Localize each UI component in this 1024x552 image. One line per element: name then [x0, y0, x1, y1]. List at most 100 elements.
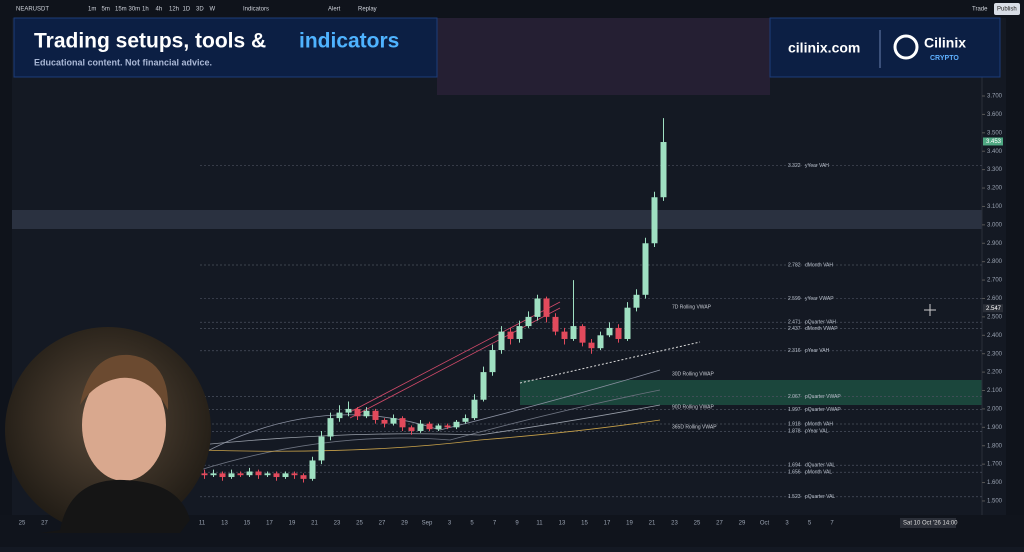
candle-body	[525, 316, 532, 327]
shirt	[40, 479, 190, 533]
symbol[interactable]: NEARUSDT	[16, 7, 49, 13]
price-label: 3.400	[987, 149, 1003, 155]
candle-body	[426, 423, 433, 430]
time-label: 19	[626, 521, 633, 527]
interval-button[interactable]: 5m	[102, 7, 110, 13]
candle-body	[651, 197, 658, 244]
candle-body	[399, 418, 406, 428]
time-label: 17	[604, 521, 611, 527]
candle-body	[489, 350, 496, 373]
candle-body	[615, 327, 622, 339]
level-name: pQuarter VWAP	[805, 394, 841, 400]
interval-button[interactable]: 3D	[196, 7, 204, 13]
replay-button[interactable]: Replay	[358, 7, 377, 13]
banner-right	[769, 17, 1001, 78]
candle-body	[318, 436, 325, 461]
time-label: 9	[515, 521, 519, 527]
indicators-button[interactable]: Indicators	[243, 7, 269, 13]
price-tag-label: 3.453	[986, 139, 1002, 145]
interval-button[interactable]: 30m	[129, 7, 141, 13]
banner-title: Trading setups, tools &	[34, 30, 266, 53]
level-price: 2.316	[788, 348, 801, 354]
price-tag	[983, 304, 1003, 313]
candle-body	[660, 142, 667, 198]
level-price: 2.471	[788, 320, 801, 326]
time-cursor-bg	[900, 518, 956, 528]
candle-body	[264, 473, 271, 476]
level-price: 1.523	[788, 494, 801, 500]
time-label: 27	[379, 521, 386, 527]
fan-line	[349, 307, 561, 419]
time-label: 13	[221, 521, 228, 527]
level-name: dMonth VWAP	[805, 326, 838, 332]
candle-body	[633, 294, 640, 308]
purple-band	[437, 18, 770, 95]
price-label: 2.500	[987, 314, 1003, 320]
trend-line	[519, 341, 701, 384]
level-name: pMonth VAL	[805, 470, 832, 476]
candle-body	[417, 423, 424, 432]
candle-body	[588, 342, 595, 349]
price-label: 3.500	[987, 130, 1003, 136]
time-label: 5	[470, 521, 474, 527]
price-label: 1.800	[987, 443, 1003, 449]
price-label: 2.000	[987, 407, 1003, 413]
time-label: 11	[199, 521, 206, 527]
interval-button[interactable]: 15m	[115, 7, 127, 13]
candle-body	[309, 460, 316, 479]
interval-button[interactable]: W	[210, 7, 216, 13]
time-label: 27	[41, 521, 48, 527]
time-label: 23	[671, 521, 678, 527]
candle-body	[237, 473, 244, 476]
candle-body	[201, 473, 208, 476]
alert-button[interactable]: Alert	[328, 7, 341, 13]
candle-body	[453, 421, 460, 428]
interval-button[interactable]: 4h	[156, 7, 163, 13]
candle-body	[282, 473, 289, 478]
time-label: Oct	[760, 521, 770, 527]
interval-button[interactable]: 1m	[88, 7, 96, 13]
candle-body	[579, 326, 586, 343]
price-label: 2.900	[987, 241, 1003, 247]
price-label: 3.000	[987, 222, 1003, 228]
time-label: 13	[559, 521, 566, 527]
price-label: 1.500	[987, 499, 1003, 505]
level-name: dQuarter VAL	[805, 463, 835, 469]
right-toolbar	[1006, 18, 1024, 532]
time-label: 3	[448, 521, 452, 527]
publish-button[interactable]: Publish	[997, 7, 1017, 13]
candle-body	[624, 307, 631, 339]
interval-button[interactable]: 1D	[183, 7, 191, 13]
price-tag	[983, 137, 1003, 146]
candle-body	[363, 410, 370, 417]
price-label: 3.200	[987, 186, 1003, 192]
candle-body	[543, 298, 550, 317]
level-price: 1.997	[788, 407, 801, 413]
price-label: 2.600	[987, 296, 1003, 302]
candle-body	[642, 243, 649, 295]
price-tag-label: 2.547	[986, 306, 1002, 312]
time-label: 15	[244, 521, 251, 527]
indicator-label: 365D Rolling VWAP	[672, 424, 717, 430]
hair	[80, 354, 169, 410]
time-label: 15	[581, 521, 588, 527]
candle-body	[291, 473, 298, 476]
banner-subtitle: Educational content. Not financial advic…	[34, 57, 212, 67]
level-price: 2.067	[788, 394, 801, 400]
publish-bg[interactable]	[994, 3, 1020, 15]
price-label: 1.900	[987, 425, 1003, 431]
candle-body	[462, 418, 469, 422]
candle-body	[336, 412, 343, 419]
candle-body	[534, 298, 541, 317]
level-name: pMonth VAH	[805, 421, 833, 427]
time-cursor: Sat 10 Oct '26 14:00	[903, 521, 958, 527]
candle-body	[300, 475, 307, 479]
interval-button[interactable]: 12h	[169, 7, 179, 13]
interval-button[interactable]: 1h	[142, 7, 149, 13]
green-zone	[520, 380, 982, 405]
candle-body	[516, 326, 523, 339]
trade-button[interactable]: Trade	[972, 7, 988, 13]
candle-body	[372, 410, 379, 420]
webcam	[5, 327, 211, 533]
